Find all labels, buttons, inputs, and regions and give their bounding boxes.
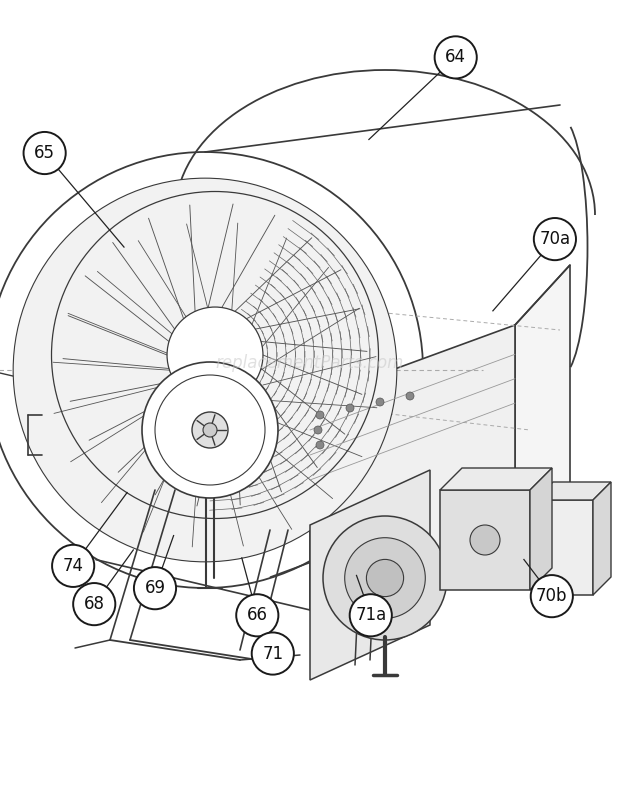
Circle shape [345, 538, 425, 618]
Polygon shape [310, 470, 430, 680]
Circle shape [155, 375, 265, 485]
Circle shape [435, 37, 477, 78]
Circle shape [316, 441, 324, 449]
Text: 66: 66 [247, 607, 268, 624]
Circle shape [406, 392, 414, 400]
Polygon shape [515, 265, 570, 530]
Text: 70b: 70b [536, 587, 567, 605]
Text: 69: 69 [144, 579, 166, 597]
Circle shape [192, 412, 228, 448]
Polygon shape [593, 482, 611, 595]
Circle shape [470, 525, 500, 555]
Text: 70a: 70a [539, 230, 570, 248]
Text: 65: 65 [34, 144, 55, 162]
Polygon shape [535, 500, 593, 595]
Text: 68: 68 [84, 595, 105, 613]
Polygon shape [310, 325, 515, 610]
Circle shape [252, 633, 294, 674]
Circle shape [346, 404, 354, 412]
Circle shape [531, 575, 573, 617]
Polygon shape [440, 490, 530, 590]
Circle shape [24, 132, 66, 174]
Circle shape [134, 567, 176, 609]
Circle shape [0, 152, 423, 588]
Text: 71: 71 [262, 645, 283, 662]
Circle shape [236, 595, 278, 636]
Circle shape [316, 411, 324, 419]
Circle shape [376, 398, 384, 406]
Circle shape [203, 423, 217, 437]
Text: 64: 64 [445, 49, 466, 66]
Polygon shape [535, 482, 611, 500]
Circle shape [534, 218, 576, 260]
Text: 74: 74 [63, 557, 84, 575]
Text: replacementParts.com: replacementParts.com [216, 354, 404, 371]
Circle shape [73, 583, 115, 625]
Circle shape [366, 559, 404, 597]
Polygon shape [530, 468, 552, 590]
Circle shape [167, 307, 263, 403]
Text: 71a: 71a [355, 607, 386, 624]
Circle shape [323, 516, 447, 640]
Circle shape [142, 362, 278, 498]
Polygon shape [440, 468, 552, 490]
Circle shape [52, 545, 94, 587]
Circle shape [350, 595, 392, 636]
Circle shape [314, 426, 322, 434]
Circle shape [13, 179, 397, 562]
